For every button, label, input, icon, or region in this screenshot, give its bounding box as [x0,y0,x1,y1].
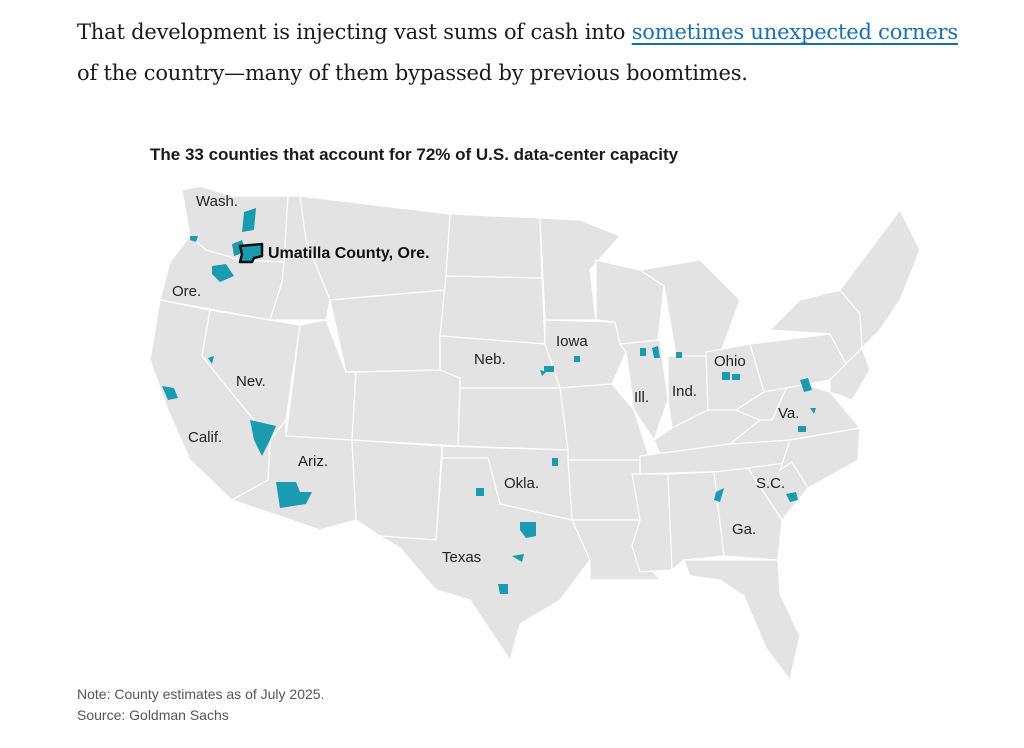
label-okla: Okla. [504,475,539,492]
label-ore: Ore. [172,283,201,300]
county-ohio-2 [732,374,740,380]
label-ariz: Ariz. [298,453,328,470]
county-texas-1 [476,488,484,496]
article-paragraph: That development is injecting vast sums … [77,12,977,94]
label-umatilla: Umatilla County, Ore. [268,245,430,262]
article-text-before: That development is injecting vast sums … [77,20,632,44]
state-south-dakota [439,275,546,345]
county-ill-1 [640,348,646,356]
label-ind: Ind. [672,383,697,400]
article-text-after: of the country—many of them bypassed by … [77,61,748,85]
county-neb-1 [544,366,554,372]
county-ill-2 [652,346,660,358]
state-shapes [149,185,921,682]
label-texas: Texas [442,549,481,566]
label-calif: Calif. [188,429,222,446]
state-alabama [667,471,725,572]
state-kansas [457,387,569,451]
label-ill: Ill. [634,389,649,406]
data-center-counties [162,208,816,594]
state-new-england [839,208,921,350]
county-ga-1 [714,488,724,502]
umatilla-county-highlight [238,242,264,264]
state-maryland-delaware-nj [829,346,871,401]
label-wash: Wash. [196,193,238,210]
county-wash-2 [190,236,198,242]
label-va: Va. [778,405,799,422]
state-texas [379,457,591,662]
county-sc-1 [786,492,798,502]
article-link[interactable]: sometimes unexpected corners [631,20,958,44]
county-nev-1 [208,356,214,364]
label-ohio: Ohio [714,353,746,370]
note-text: Note: County estimates as of July 2025. [77,686,325,702]
label-neb: Neb. [474,351,506,368]
county-ore-2 [212,264,234,282]
state-colorado [351,369,461,447]
county-neb-2 [540,370,546,376]
county-nev-2 [250,420,276,456]
state-georgia [713,467,783,561]
state-arizona [230,418,357,531]
state-north-dakota [445,213,543,279]
county-va-2 [810,408,816,414]
county-okla-1 [552,458,558,466]
county-calif-1 [162,386,178,400]
county-ohio-1 [722,372,730,380]
county-va-3 [798,426,806,432]
map-title: The 33 counties that account for 72% of … [150,145,679,164]
county-ind-1 [676,352,682,358]
county-va-1 [800,378,812,392]
county-iowa-1 [574,356,580,362]
source-text: Source: Goldman Sachs [77,707,229,723]
state-iowa [544,319,627,389]
county-texas-3 [512,554,524,562]
state-new-mexico [351,439,443,541]
state-wyoming [329,289,447,373]
label-iowa: Iowa [556,333,588,350]
label-nev: Nev. [236,373,266,390]
state-florida [683,559,801,682]
map-notes: Note: County estimates as of July 2025. … [77,684,324,726]
label-sc: S.C. [756,475,785,492]
label-ga: Ga. [732,521,756,538]
county-ariz-1 [276,482,312,508]
map-labels: Umatilla County, Ore. Wash. Ore. Calif. … [172,193,799,566]
county-wash-1 [242,208,256,232]
county-texas-4 [498,584,508,594]
county-texas-2 [520,522,536,538]
